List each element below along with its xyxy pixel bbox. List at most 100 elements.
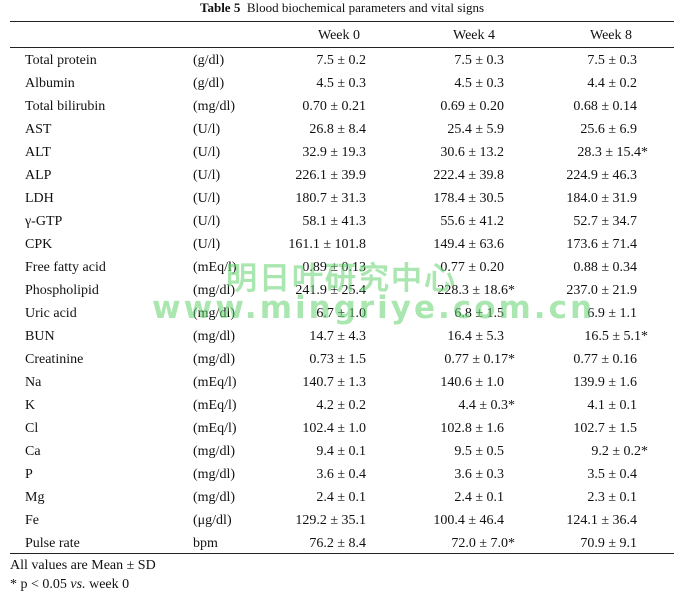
value-week-0: 241.9 ± 25.4 xyxy=(295,283,366,298)
value-week-8: 52.7 ± 34.7 xyxy=(573,214,637,229)
value-week-4: 7.5 ± 0.3 xyxy=(454,53,504,68)
param-name: Free fatty acid xyxy=(25,260,106,275)
param-name: Uric acid xyxy=(25,306,77,321)
value-week-8: 7.5 ± 0.3 xyxy=(587,53,637,68)
value-week-8: 184.0 ± 31.9 xyxy=(566,191,637,206)
footnote-mean-sd: All values are Mean ± SD xyxy=(10,558,156,573)
value-week-4: 228.3 ± 18.6* xyxy=(437,283,515,298)
param-name: BUN xyxy=(25,329,55,344)
value-week-8: 124.1 ± 36.4 xyxy=(566,513,637,528)
value-week-0: 102.4 ± 1.0 xyxy=(302,421,366,436)
value-week-0: 4.5 ± 0.3 xyxy=(316,76,366,91)
value-week-4: 100.4 ± 46.4 xyxy=(433,513,504,528)
table-row: Phospholipid (mg/dl) 241.9 ± 25.4 228.3 ± 1… xyxy=(0,279,684,302)
table-row: Total protein (g/dl) 7.5 ± 0.2 7.5 ± 0.3 7.5… xyxy=(0,49,684,72)
param-unit: (mg/dl) xyxy=(193,306,235,321)
table-row: Albumin (g/dl) 4.5 ± 0.3 4.5 ± 0.3 4.4 ± 0.2 xyxy=(0,72,684,95)
value-week-4: 55.6 ± 41.2 xyxy=(440,214,504,229)
value-week-4: 72.0 ± 7.0* xyxy=(451,536,515,551)
value-week-0: 58.1 ± 41.3 xyxy=(302,214,366,229)
value-week-8: 9.2 ± 0.2* xyxy=(591,444,648,459)
value-week-0: 76.2 ± 8.4 xyxy=(309,536,366,551)
param-name: Ca xyxy=(25,444,41,459)
value-week-4: 140.6 ± 1.0 xyxy=(440,375,504,390)
value-week-4: 102.8 ± 1.6 xyxy=(440,421,504,436)
table-row: K (mEq/l) 4.2 ± 0.2 4.4 ± 0.3* 4.1 ± 0.1 xyxy=(0,394,684,417)
param-unit: (mg/dl) xyxy=(193,352,235,367)
value-week-0: 140.7 ± 1.3 xyxy=(302,375,366,390)
value-week-8: 237.0 ± 21.9 xyxy=(566,283,637,298)
table-row: Free fatty acid (mEq/l) 0.89 ± 0.13 0.77 ± … xyxy=(0,256,684,279)
value-week-0: 9.4 ± 0.1 xyxy=(316,444,366,459)
value-week-8: 4.4 ± 0.2 xyxy=(587,76,637,91)
param-name: Total bilirubin xyxy=(25,99,106,114)
param-unit: (U/l) xyxy=(193,168,221,183)
value-week-0: 0.89 ± 0.13 xyxy=(302,260,366,275)
param-unit: (μg/dl) xyxy=(193,513,232,528)
table-row: Creatinine (mg/dl) 0.73 ± 1.5 0.77 ± 0.17* 0… xyxy=(0,348,684,371)
param-name: CPK xyxy=(25,237,53,252)
param-unit: (g/dl) xyxy=(193,76,225,91)
table-row: ALT (U/l) 32.9 ± 19.3 30.6 ± 13.2 28.3 ± 15.… xyxy=(0,141,684,164)
value-week-0: 6.7 ± 1.0 xyxy=(316,306,366,321)
param-name: Phospholipid xyxy=(25,283,99,298)
value-week-4: 4.5 ± 0.3 xyxy=(454,76,504,91)
value-week-4: 2.4 ± 0.1 xyxy=(454,490,504,505)
param-name: P xyxy=(25,467,33,482)
value-week-0: 0.70 ± 0.21 xyxy=(302,99,366,114)
table-label: Table 5 xyxy=(199,0,241,15)
table-row: BUN (mg/dl) 14.7 ± 4.3 16.4 ± 5.3 16.5 ± 5.1… xyxy=(0,325,684,348)
param-name: Fe xyxy=(25,513,39,528)
value-week-8: 70.9 ± 9.1 xyxy=(580,536,637,551)
param-unit: (mg/dl) xyxy=(193,467,235,482)
table-row: Na (mEq/l) 140.7 ± 1.3 140.6 ± 1.0 139.9 ± 1… xyxy=(0,371,684,394)
value-week-8: 28.3 ± 15.4* xyxy=(577,145,648,160)
table-row: Ca (mg/dl) 9.4 ± 0.1 9.5 ± 0.5 9.2 ± 0.2* xyxy=(0,440,684,463)
value-week-8: 3.5 ± 0.4 xyxy=(587,467,637,482)
value-week-4: 4.4 ± 0.3* xyxy=(458,398,515,413)
value-week-4: 0.77 ± 0.20 xyxy=(440,260,504,275)
header-rule xyxy=(10,47,674,48)
table-row: LDH (U/l) 180.7 ± 31.3 178.4 ± 30.5 184.0 ± … xyxy=(0,187,684,210)
value-week-0: 180.7 ± 31.3 xyxy=(295,191,366,206)
value-week-0: 129.2 ± 35.1 xyxy=(295,513,366,528)
table-row: Pulse rate bpm 76.2 ± 8.4 72.0 ± 7.0* 70.9 ±… xyxy=(0,532,684,555)
value-week-0: 0.73 ± 1.5 xyxy=(309,352,366,367)
table-row: Fe (μg/dl) 129.2 ± 35.1 100.4 ± 46.4 124.1 ±… xyxy=(0,509,684,532)
param-unit: (U/l) xyxy=(193,214,221,229)
value-week-4: 0.77 ± 0.17* xyxy=(444,352,515,367)
table-caption: Blood biochemical parameters and vital s… xyxy=(246,0,485,15)
param-name: K xyxy=(25,398,36,413)
value-week-4: 0.69 ± 0.20 xyxy=(440,99,504,114)
value-week-8: 0.77 ± 0.16 xyxy=(573,352,637,367)
footnote-vs: vs. xyxy=(70,577,86,592)
param-unit: (mg/dl) xyxy=(193,99,235,114)
value-week-0: 3.6 ± 0.4 xyxy=(316,467,366,482)
param-name: ALP xyxy=(25,168,52,183)
param-unit: (g/dl) xyxy=(193,53,225,68)
table-row: CPK (U/l) 161.1 ± 101.8 149.4 ± 63.6 173.6 ±… xyxy=(0,233,684,256)
param-name: Na xyxy=(25,375,42,390)
param-unit: (U/l) xyxy=(193,237,221,252)
value-week-8: 2.3 ± 0.1 xyxy=(587,490,637,505)
table-row: Total bilirubin (mg/dl) 0.70 ± 0.21 0.69 ± … xyxy=(0,95,684,118)
value-week-0: 226.1 ± 39.9 xyxy=(295,168,366,183)
param-unit: (mEq/l) xyxy=(193,260,237,275)
value-week-4: 25.4 ± 5.9 xyxy=(447,122,504,137)
value-week-4: 9.5 ± 0.5 xyxy=(454,444,504,459)
value-week-0: 161.1 ± 101.8 xyxy=(288,237,366,252)
param-unit: (mEq/l) xyxy=(193,421,237,436)
param-name: Mg xyxy=(25,490,45,505)
param-unit: (mg/dl) xyxy=(193,444,235,459)
value-week-4: 30.6 ± 13.2 xyxy=(440,145,504,160)
value-week-8: 16.5 ± 5.1* xyxy=(584,329,648,344)
footnotes: All values are Mean ± SD * p < 0.05 vs. … xyxy=(10,556,156,594)
footnote-significance: * p < 0.05 vs. week 0 xyxy=(10,575,156,594)
value-week-8: 102.7 ± 1.5 xyxy=(573,421,637,436)
param-name: Cl xyxy=(25,421,39,436)
table-row: γ-GTP (U/l) 58.1 ± 41.3 55.6 ± 41.2 52.7 ± 3… xyxy=(0,210,684,233)
table-row: P (mg/dl) 3.6 ± 0.4 3.6 ± 0.3 3.5 ± 0.4 xyxy=(0,463,684,486)
value-week-4: 222.4 ± 39.8 xyxy=(433,168,504,183)
value-week-4: 6.8 ± 1.5 xyxy=(454,306,504,321)
param-unit: bpm xyxy=(193,536,218,551)
